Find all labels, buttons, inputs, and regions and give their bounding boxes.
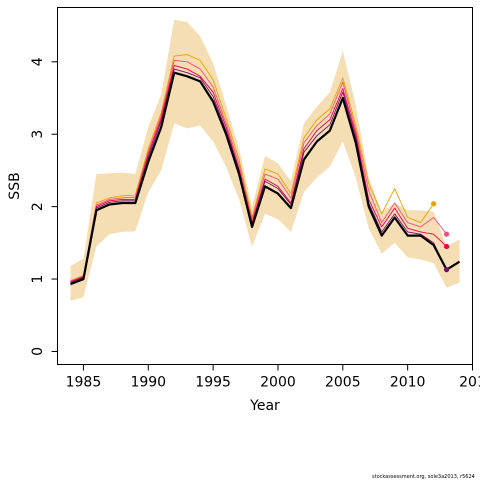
x-tick-label: 2010 — [390, 375, 426, 391]
x-tick-label: 1985 — [66, 375, 102, 391]
y-axis-title: SSB — [7, 172, 23, 199]
plot-frame — [57, 7, 473, 365]
y-tick-label: 4 — [30, 57, 46, 66]
series-endpoint-2013 — [443, 267, 450, 273]
x-tick-label: 1990 — [130, 375, 166, 391]
x-tick-label: 2000 — [260, 375, 296, 391]
x-tick-label: 2005 — [325, 375, 361, 391]
x-tick-label: 1995 — [195, 375, 231, 391]
credit-text: stockassessment.org, sole3a2013, r5624 — [372, 474, 475, 480]
series-line-2011 — [70, 59, 447, 282]
series-line-2014 — [70, 71, 461, 286]
series-endpoint-2011 — [443, 231, 450, 237]
series-line-2012 — [70, 64, 447, 283]
series-line-2010 — [70, 54, 434, 281]
series-endpoint-2012 — [443, 243, 450, 250]
series-line-2013 — [70, 68, 447, 284]
y-tick-label: 2 — [30, 202, 46, 211]
confidence-band — [70, 19, 460, 301]
x-tick-label: 201 — [459, 375, 480, 391]
y-tick-label: 1 — [30, 275, 46, 284]
series-endpoint-2010 — [430, 201, 437, 207]
y-tick-label: 0 — [30, 347, 46, 356]
y-tick-label: 3 — [30, 130, 46, 139]
x-axis-title: Year — [249, 398, 280, 414]
